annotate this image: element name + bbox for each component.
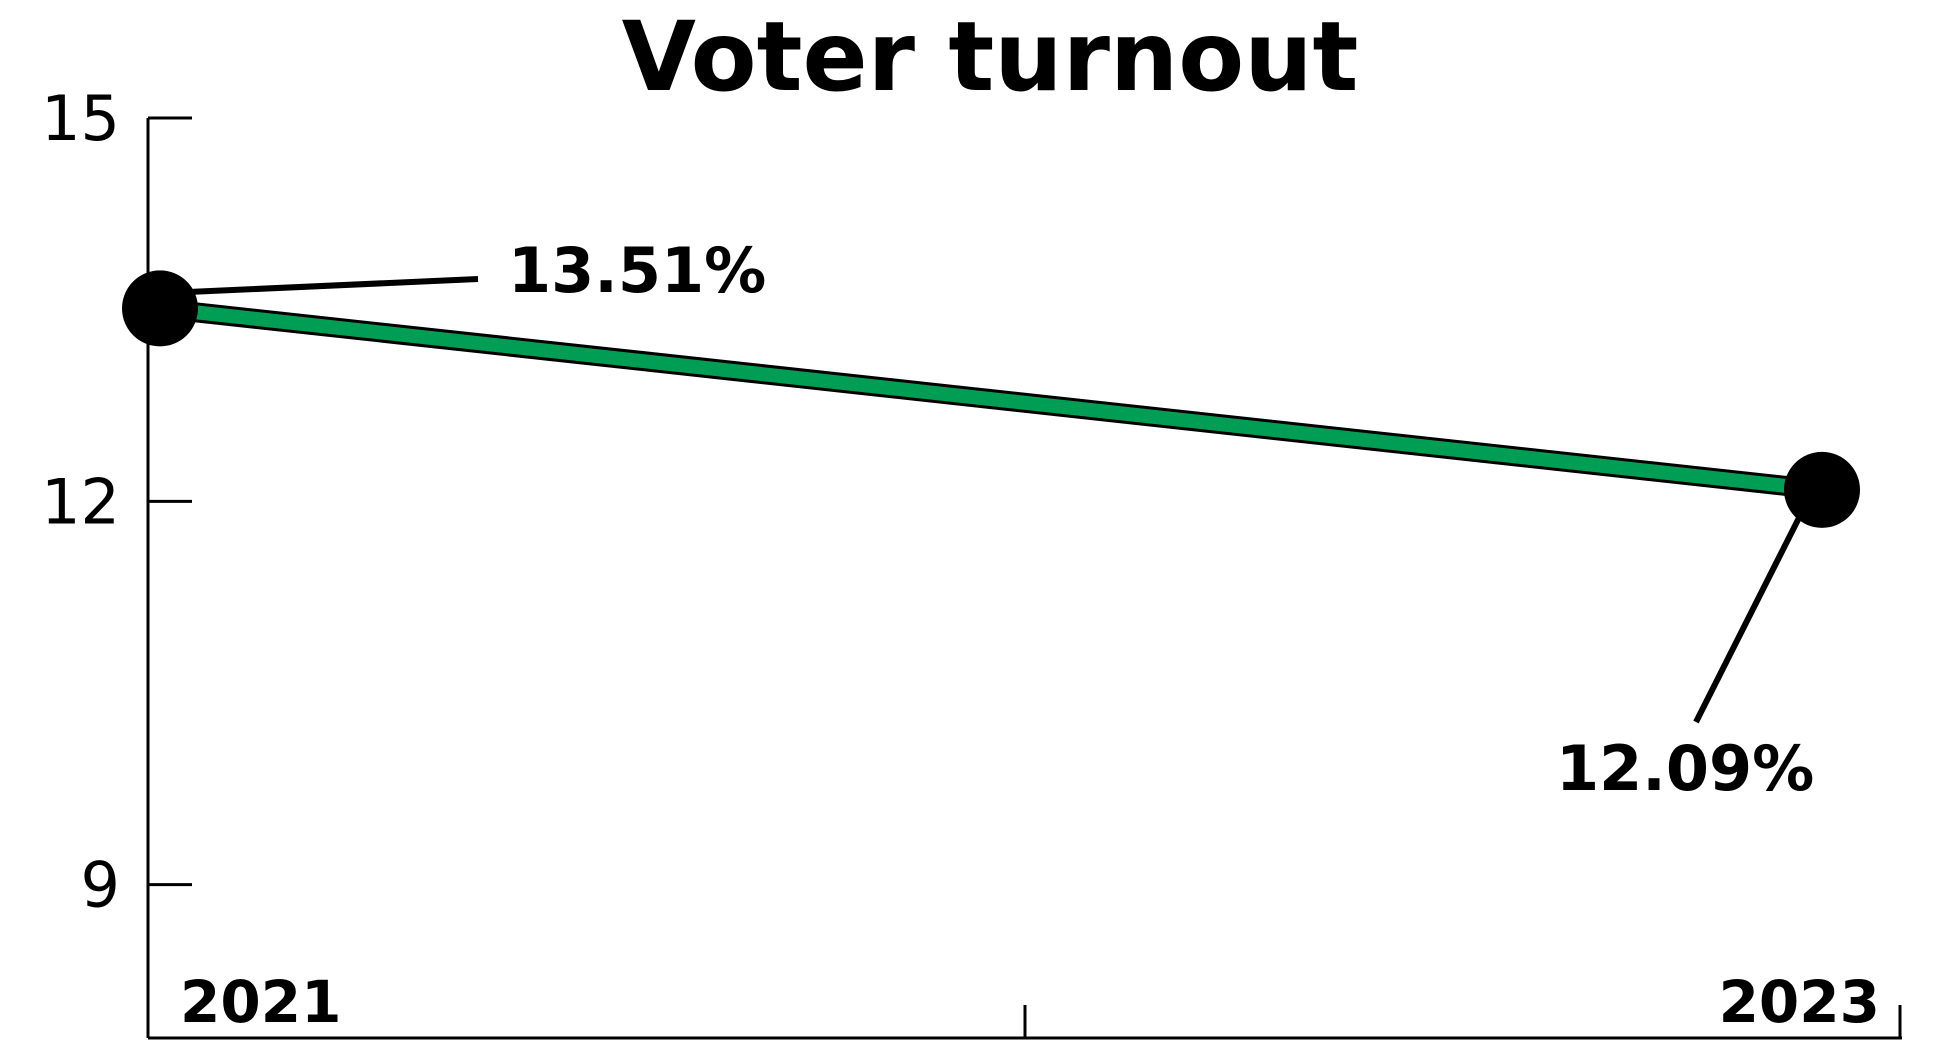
data-point xyxy=(122,270,198,347)
data-label: 13.51% xyxy=(508,234,766,307)
data-labels: 13.51% 12.09% xyxy=(179,234,1814,805)
leader-line xyxy=(1693,514,1803,724)
y-tick-label: 15 xyxy=(41,82,120,155)
y-ticks: 15 12 9 xyxy=(41,82,192,922)
data-point xyxy=(1784,451,1860,528)
y-tick-label: 9 xyxy=(81,849,120,922)
series-line xyxy=(159,301,1823,497)
x-ticks: 2021 2023 xyxy=(180,968,1880,1036)
y-tick-label: 12 xyxy=(41,465,120,538)
leader-line xyxy=(179,276,479,296)
x-tick-label: 2021 xyxy=(180,968,341,1036)
data-label: 12.09% xyxy=(1556,732,1814,805)
x-tick-label: 2023 xyxy=(1719,968,1880,1036)
chart-title: Voter turnout xyxy=(622,1,1359,113)
series-layer xyxy=(122,270,1860,528)
